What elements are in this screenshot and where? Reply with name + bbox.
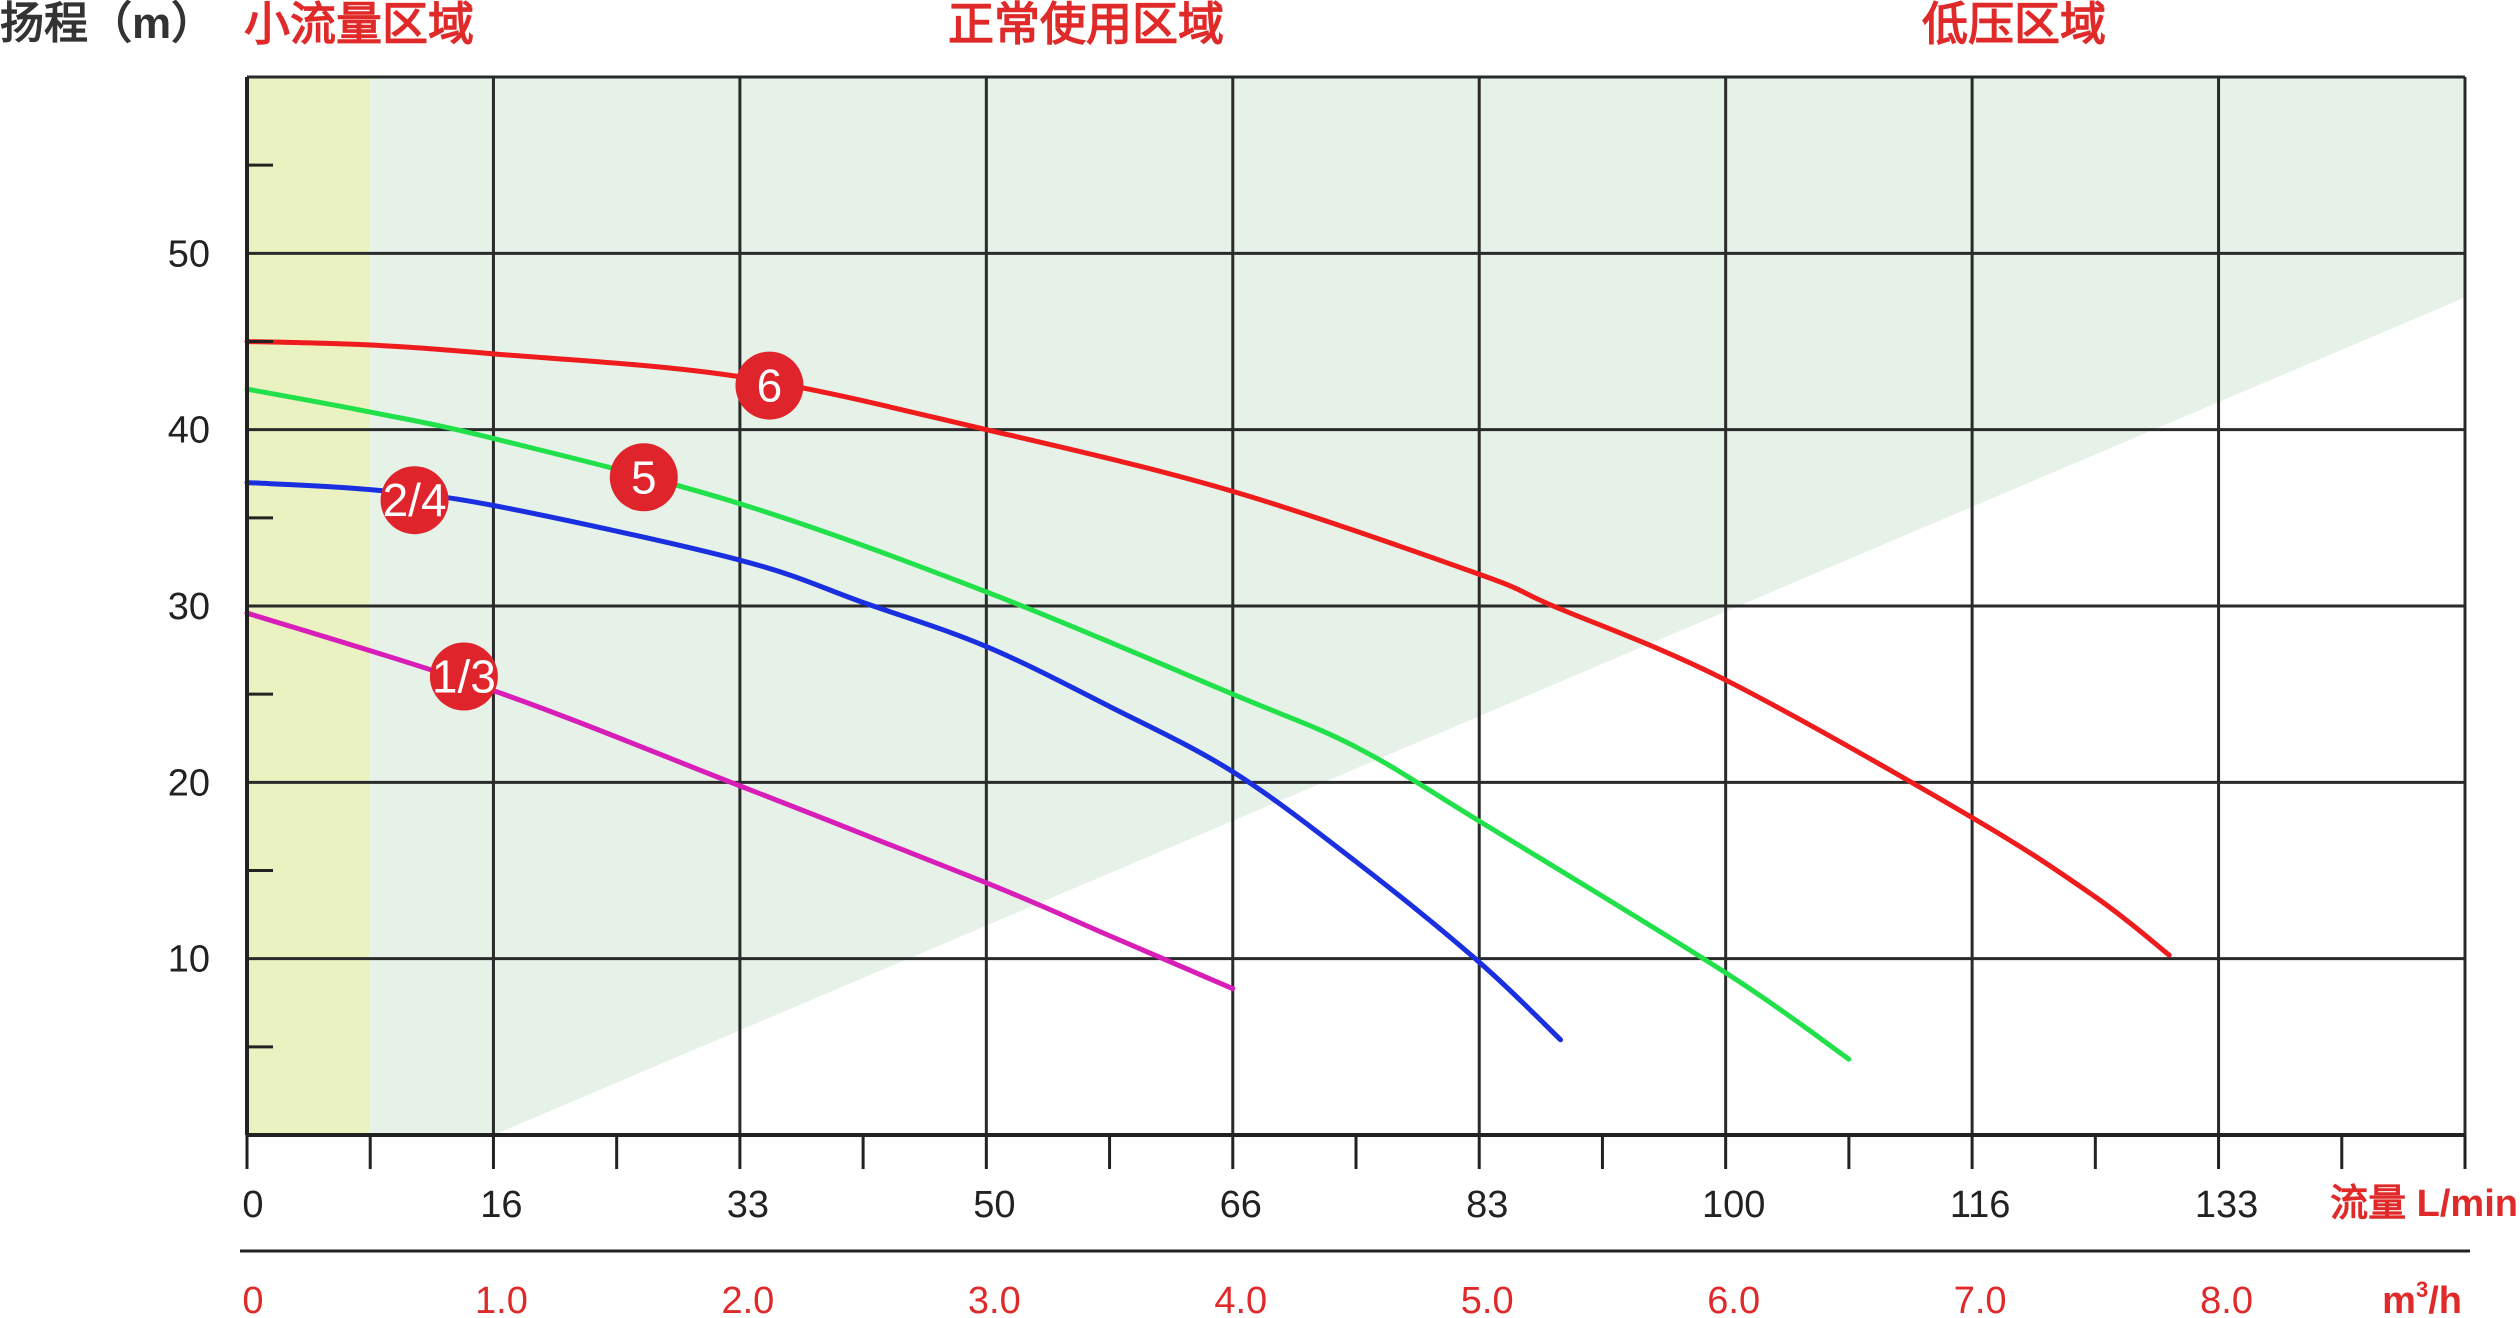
x-tick-label-lmin: 50: [973, 1184, 1015, 1226]
x-tick-label-lmin: 0: [242, 1184, 263, 1226]
curve-line: [244, 480, 1564, 1043]
x-tick-label-m3h: 8.0: [2200, 1280, 2253, 1318]
x-tick-label-lmin: 83: [1466, 1184, 1508, 1226]
y-tick-label: 50: [168, 233, 210, 275]
curve-label-marker: [380, 466, 449, 535]
x-axis-title-m3h-tail: /h: [2428, 1280, 2462, 1318]
axes: 10 20 30 40 50 0 16 33 50 66 83 100 116 133 0 1.0 2.0 3.0…: [168, 77, 2467, 1318]
y-tick-label: 30: [168, 586, 210, 628]
x-axis-title-m3h-base: m: [2382, 1280, 2416, 1318]
x-tick-label-m3h: 2.0: [721, 1280, 774, 1318]
curve-label-text: 1/3: [432, 651, 496, 703]
x-tick-label-m3h: 4.0: [1214, 1280, 1267, 1318]
x-axis-title-m3h-sup: 3: [2416, 1277, 2428, 1302]
x-tick-label-lmin: 133: [2195, 1184, 2258, 1226]
y-axis-title: 扬程（m）: [0, 0, 215, 48]
curve-label-marker: [609, 443, 678, 512]
curve-line: [244, 339, 2172, 958]
y-tick-label: 40: [168, 410, 210, 452]
curve-label-marker: [429, 642, 498, 711]
x-tick-label-lmin: 116: [1950, 1184, 2011, 1226]
x-tick-label-m3h: 7.0: [1954, 1280, 2007, 1318]
region-label-normal-use: 正常使用区域: [948, 0, 1224, 50]
x-tick-label-m3h: 3.0: [968, 1280, 1021, 1318]
curve-label-text: 2/4: [383, 474, 447, 526]
curve-line: [244, 386, 1852, 1062]
x-tick-label-m3h: 1.0: [475, 1280, 528, 1318]
x-tick-label-m3h: 5.0: [1461, 1280, 1514, 1318]
x-tick-label-lmin: 66: [1220, 1184, 1262, 1226]
region-label-low-flow: 小流量区域: [244, 0, 474, 50]
x-tick-label-m3h: 6.0: [1707, 1280, 1760, 1318]
curve-label-marker: [735, 351, 804, 420]
region-label-low-pressure: 低压区域: [1922, 0, 2106, 50]
curve-label-text: 5: [631, 451, 657, 503]
x-tick-label-lmin: 16: [480, 1184, 522, 1226]
x-axis-title-m3h: m3/h: [2382, 1277, 2462, 1318]
x-tick-label-lmin: 33: [727, 1184, 769, 1226]
y-tick-label: 10: [168, 939, 210, 981]
x-tick-label-m3h: 0: [242, 1280, 263, 1318]
x-tick-label-lmin: 100: [1702, 1184, 1765, 1226]
curve-label-text: 6: [757, 360, 783, 412]
y-tick-label: 20: [168, 762, 210, 804]
x-axis-title-lmin: 流量 L/min: [2330, 1183, 2518, 1225]
curve-group: 6 5 2/4 1/3: [244, 339, 2172, 1062]
